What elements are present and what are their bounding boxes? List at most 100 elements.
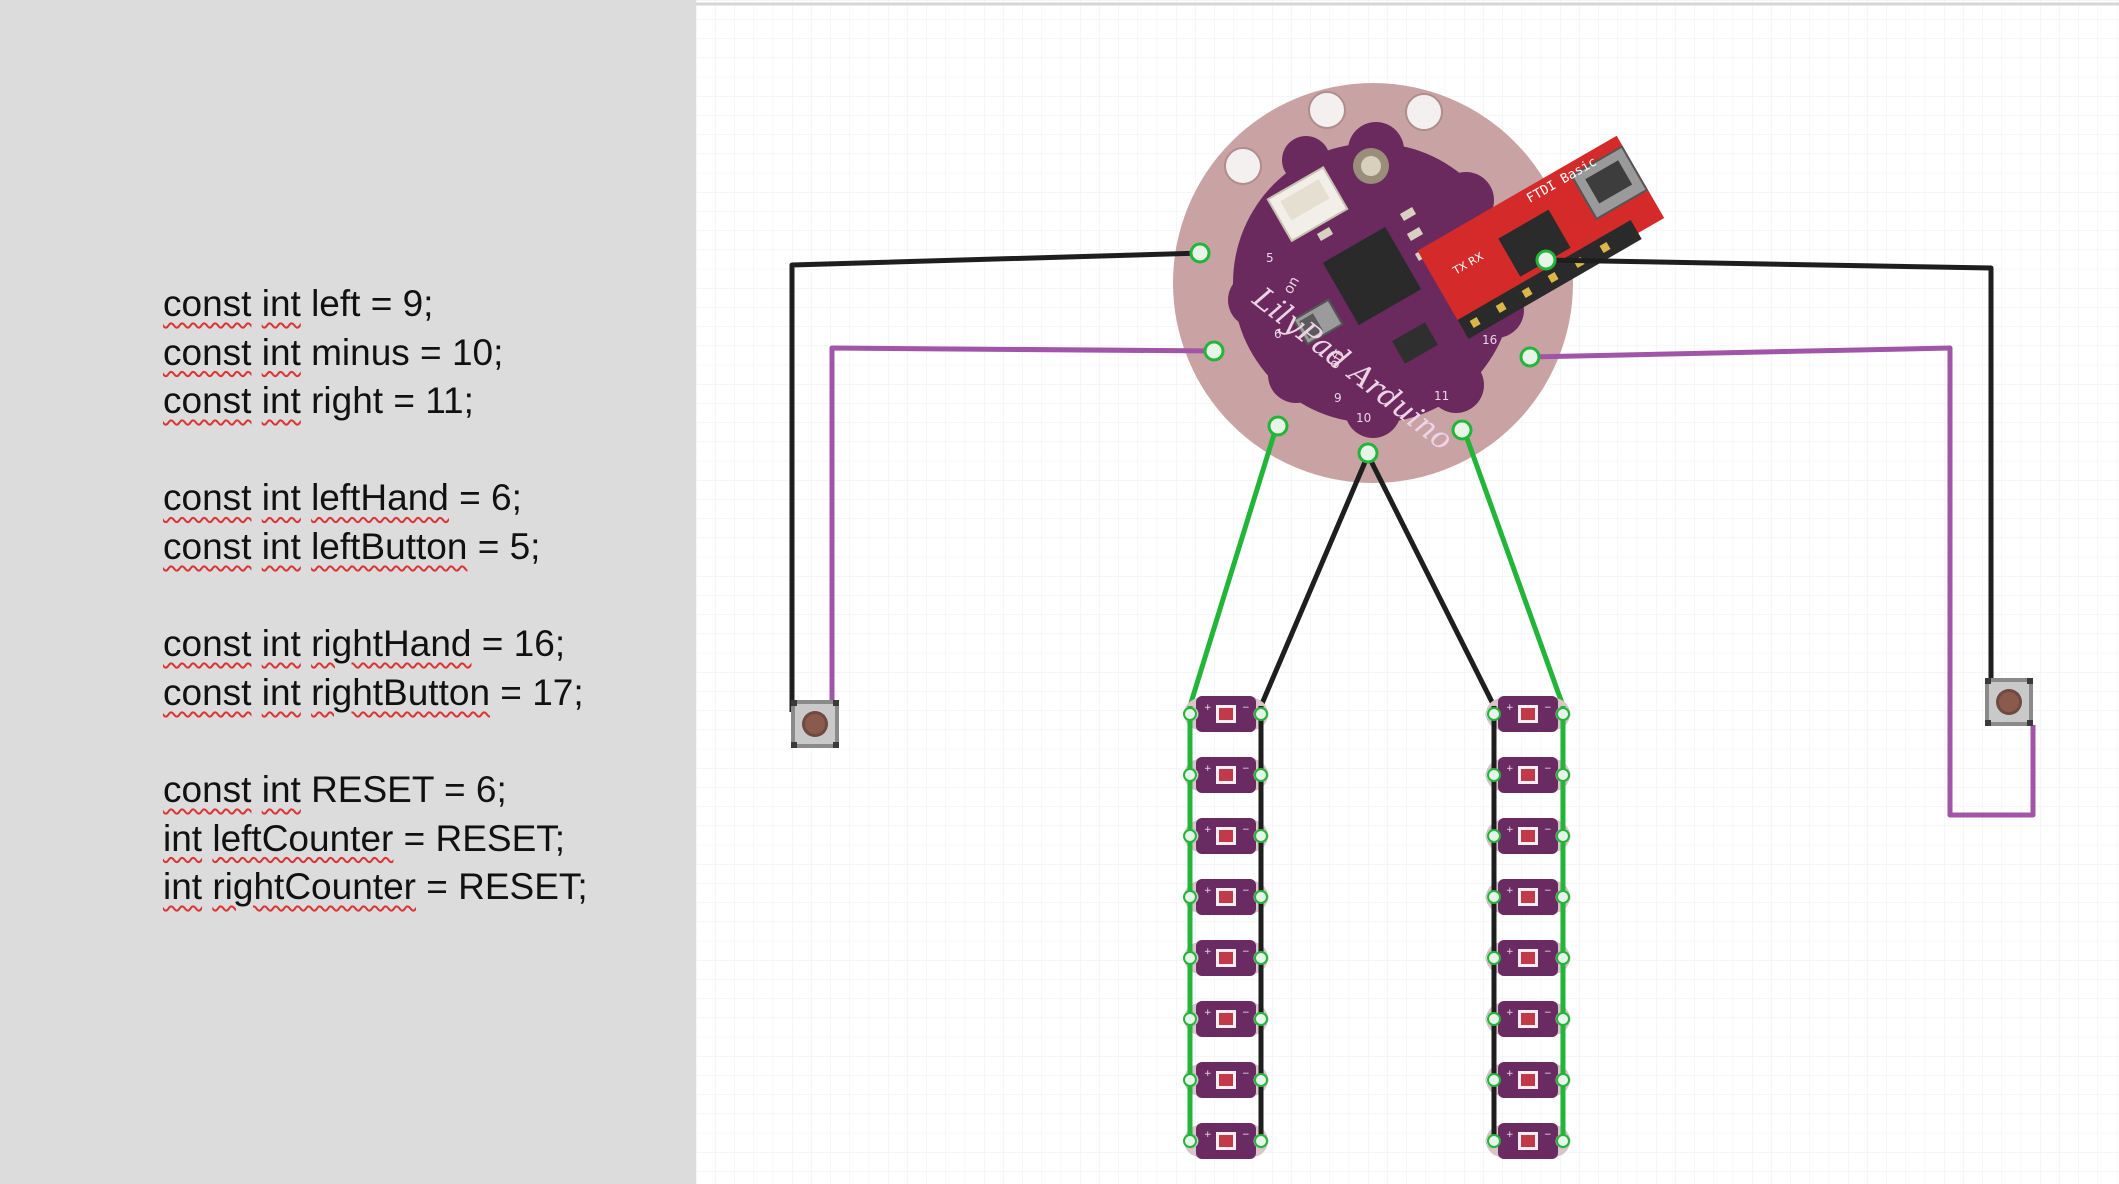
code-token-flagged: const (163, 671, 252, 713)
led-contact-point[interactable] (1556, 1134, 1570, 1148)
pin-17-contact[interactable] (1535, 249, 1557, 271)
code-token-flagged: rightButton (311, 671, 491, 713)
code-token (251, 477, 261, 518)
led-contact-point[interactable] (1556, 1073, 1570, 1087)
wire-purple-right[interactable] (1529, 345, 2036, 818)
led-contact-point[interactable] (1556, 768, 1570, 782)
led-contact-point[interactable] (1183, 768, 1197, 782)
code-line: const int left = 9; (163, 280, 588, 329)
led-contact-point[interactable] (1556, 890, 1570, 904)
led-contact-point[interactable] (1183, 890, 1197, 904)
code-token (301, 526, 311, 567)
code-token: = RESET; (393, 817, 566, 859)
code-token-flagged: leftHand (311, 477, 449, 519)
pin-label-5: 5 (1266, 251, 1274, 265)
code-token (251, 332, 261, 373)
code-line: const int minus = 10; (163, 329, 588, 378)
code-line: const int leftButton = 5; (163, 523, 588, 572)
code-line: const int rightButton = 17; (163, 669, 588, 718)
led-contact-point[interactable] (1487, 890, 1501, 904)
pin-label-11: 11 (1434, 389, 1449, 403)
code-token-flagged: const (163, 623, 252, 665)
wire-purple-left[interactable] (829, 345, 1217, 712)
ftdi-chip (1498, 209, 1571, 277)
led-contact-point[interactable] (1254, 951, 1268, 965)
led-contact-point[interactable] (1183, 829, 1197, 843)
code-token-flagged: int (261, 331, 301, 373)
led-contact-point[interactable] (1183, 1134, 1197, 1148)
code-token: = 16; (471, 623, 566, 665)
led-contact-point[interactable] (1183, 1073, 1197, 1087)
pin-9-contact[interactable] (1267, 415, 1289, 437)
code-token-flagged: rightCounter (212, 866, 416, 908)
led-contact-point[interactable] (1487, 1012, 1501, 1026)
tactile-push-button-icon[interactable] (1985, 678, 2033, 726)
code-token-flagged: rightHand (311, 623, 472, 665)
wire-black-left[interactable] (789, 250, 1204, 712)
diagram-canvas: + − (696, 0, 2119, 1184)
code-token (202, 866, 212, 907)
pin-16-contact[interactable] (1519, 346, 1541, 368)
led-contact-point[interactable] (1254, 1134, 1268, 1148)
led-contact-point[interactable] (1183, 707, 1197, 721)
ftdi-basic-adapter-icon[interactable]: FTDI Basic TX RX (1417, 135, 1668, 340)
code-token (251, 623, 261, 664)
pin-11-contact[interactable] (1451, 419, 1473, 441)
code-token (251, 380, 261, 421)
code-token-flagged: const (163, 768, 252, 810)
wire-black-right[interactable] (1543, 257, 1994, 680)
led-contact-point[interactable] (1254, 707, 1268, 721)
code-token: = 17; (490, 671, 584, 713)
led-contact-point[interactable] (1556, 951, 1570, 965)
led-contact-point[interactable] (1487, 707, 1501, 721)
led-contact-point[interactable] (1254, 1012, 1268, 1026)
led-contact-point[interactable] (1254, 768, 1268, 782)
led-contact-point[interactable] (1556, 1012, 1570, 1026)
tactile-push-button-icon[interactable] (791, 700, 839, 748)
code-blank-line (163, 572, 588, 621)
code-token-flagged: int (261, 283, 301, 324)
led-contact-point[interactable] (1183, 951, 1197, 965)
led-contact-point[interactable] (1487, 768, 1501, 782)
code-line: const int rightHand = 16; (163, 620, 588, 669)
code-token-flagged: int (261, 768, 301, 810)
code-token-flagged: int (163, 817, 203, 859)
led-contact-point[interactable] (1487, 951, 1501, 965)
pin-6-contact[interactable] (1203, 340, 1225, 362)
code-token: RESET = 6; (300, 768, 507, 810)
pin-10-contact[interactable] (1357, 442, 1379, 464)
switch-on-label: on (1281, 274, 1304, 297)
pin-label-10: 10 (1356, 411, 1371, 425)
led-contact-point[interactable] (1183, 1012, 1197, 1026)
led-contact-point[interactable] (1254, 829, 1268, 843)
code-line: int leftCounter = RESET; (163, 815, 588, 864)
led-contact-point[interactable] (1254, 1073, 1268, 1087)
code-line: const int right = 11; (163, 377, 588, 426)
led-contact-point[interactable] (1487, 1073, 1501, 1087)
code-token (301, 477, 311, 518)
led-contact-point[interactable] (1487, 1134, 1501, 1148)
code-token-flagged: int (261, 477, 301, 519)
led-contact-point[interactable] (1556, 829, 1570, 843)
code-token (202, 818, 212, 859)
pin-5-contact[interactable] (1189, 242, 1211, 264)
code-token (251, 526, 261, 567)
code-token-flagged: int (163, 866, 203, 908)
power-switch[interactable] (1292, 298, 1344, 346)
code-token-flagged: const (163, 283, 252, 324)
code-token-flagged: const (163, 380, 252, 422)
code-token-flagged: int (261, 380, 301, 422)
code-token-flagged: int (261, 525, 301, 567)
led-contact-point[interactable] (1556, 707, 1570, 721)
code-panel: const int left = 9; const int minus = 10;… (0, 0, 696, 1184)
circuit-diagram: + − (696, 0, 2119, 1184)
code-token: = RESET; (415, 866, 588, 908)
led-contact-point[interactable] (1254, 890, 1268, 904)
code-blank-line (163, 426, 588, 475)
code-line: int rightCounter = RESET; (163, 863, 588, 912)
code-token (251, 672, 261, 713)
code-blank-line (163, 717, 588, 766)
led-contact-point[interactable] (1487, 829, 1501, 843)
lilypad-arduino-board-icon[interactable]: LilyPad Arduino on off 5 6 9 10 11 16 17 (1173, 83, 1573, 483)
code-token: = 6; (448, 477, 522, 519)
